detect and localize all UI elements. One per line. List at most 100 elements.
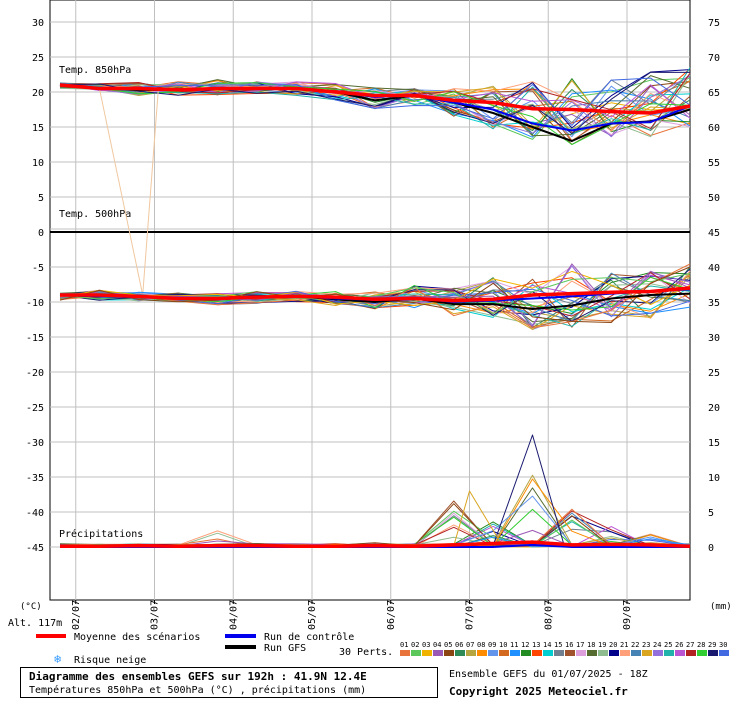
legend-pert-swatch — [587, 650, 597, 656]
left-tick-label: -5 — [32, 263, 44, 274]
legend-pert-number: 27 — [686, 641, 694, 649]
legend-pert-number: 09 — [488, 641, 496, 649]
legend-pert-swatch — [675, 650, 685, 656]
legend-pert-number: 05 — [444, 641, 452, 649]
legend-pert-number: 28 — [697, 641, 705, 649]
legend-pert-swatch — [433, 650, 443, 656]
legend-gfs-label: Run GFS — [264, 643, 306, 654]
left-tick-label: -40 — [26, 508, 44, 519]
left-tick-label: 0 — [38, 228, 44, 239]
x-tick-label: 08/07 — [543, 600, 554, 630]
legend-pert-swatch — [554, 650, 564, 656]
legend-pert-number: 12 — [521, 641, 529, 649]
left-tick-label: 15 — [32, 123, 44, 134]
x-tick-label: 05/07 — [307, 600, 318, 630]
right-tick-label: 45 — [708, 228, 720, 239]
legend-pert-number: 16 — [565, 641, 573, 649]
legend-pert-number: 22 — [631, 641, 639, 649]
chart-subtitle: Températures 850hPa et 500hPa (°C) , pré… — [29, 685, 367, 696]
left-tick-label: -25 — [26, 403, 44, 414]
legend-pert-swatch — [642, 650, 652, 656]
legend-pert-swatch — [576, 650, 586, 656]
legend-pert-number: 11 — [510, 641, 518, 649]
left-tick-label: 20 — [32, 88, 44, 99]
chart-title: Diagramme des ensembles GEFS sur 192h : … — [29, 670, 367, 683]
legend-pert-number: 15 — [554, 641, 562, 649]
right-tick-label: 5 — [708, 508, 714, 519]
right-tick-label: 50 — [708, 193, 720, 204]
legend-pert-swatch — [719, 650, 729, 656]
snowflake-icon: ❄ — [54, 652, 61, 666]
legend-pert-number: 21 — [620, 641, 628, 649]
right-tick-label: 30 — [708, 333, 720, 344]
label-temp-850: Temp. 850hPa — [59, 65, 131, 76]
x-tick-label: 09/07 — [622, 600, 633, 630]
legend-pert-swatch — [510, 650, 520, 656]
legend-control-label: Run de contrôle — [264, 631, 354, 643]
legend-pert-number: 24 — [653, 641, 661, 649]
right-tick-label: 65 — [708, 88, 720, 99]
right-tick-label: 60 — [708, 123, 720, 134]
legend-pert-swatch — [598, 650, 608, 656]
legend-pert-swatch — [653, 650, 663, 656]
legend-pert-swatch — [620, 650, 630, 656]
left-tick-label: 5 — [38, 193, 44, 204]
legend-pert-number: 19 — [598, 641, 606, 649]
right-tick-label: 75 — [708, 18, 720, 29]
legend-pert-number: 04 — [433, 641, 441, 649]
precip-spike-line — [453, 490, 502, 546]
legend-pert-number: 25 — [664, 641, 672, 649]
legend-pert-swatch — [664, 650, 674, 656]
right-tick-label: 20 — [708, 403, 720, 414]
legend-pert-number: 07 — [466, 641, 474, 649]
x-tick-label: 02/07 — [71, 600, 82, 630]
left-tick-label: 10 — [32, 158, 44, 169]
right-tick-label: 55 — [708, 158, 720, 169]
legend-mean-label: Moyenne des scénarios — [74, 631, 200, 643]
right-tick-label: 10 — [708, 473, 720, 484]
legend-pert-swatch — [477, 650, 487, 656]
legend-pert-swatch — [400, 650, 410, 656]
right-tick-label: 0 — [708, 543, 714, 554]
left-tick-label: -15 — [26, 333, 44, 344]
right-tick-label: 25 — [708, 368, 720, 379]
legend-pert-swatch — [631, 650, 641, 656]
right-tick-label: 70 — [708, 53, 720, 64]
legend-pert-number: 08 — [477, 641, 485, 649]
legend-pert-number: 10 — [499, 641, 507, 649]
legend-pert-swatch — [411, 650, 421, 656]
legend-pert-swatch — [499, 650, 509, 656]
legend-pert-number: 02 — [411, 641, 419, 649]
legend-pert-number: 17 — [576, 641, 584, 649]
legend-pert-number: 13 — [532, 641, 540, 649]
legend-pert-swatch — [697, 650, 707, 656]
legend-pert-swatch — [686, 650, 696, 656]
legend-pert-number: 26 — [675, 641, 683, 649]
legend-snow-label: Risque neige — [74, 655, 146, 666]
temp500-mean-line — [60, 286, 691, 303]
legend-pert-number: 23 — [642, 641, 650, 649]
legend-pert-number: 14 — [543, 641, 551, 649]
x-tick-label: 06/07 — [386, 600, 397, 630]
label-precipitation: Précipitations — [59, 528, 143, 540]
legend-pert-swatch — [466, 650, 476, 656]
temp850-mean-line — [59, 83, 691, 115]
left-tick-label: -30 — [26, 438, 44, 449]
copyright: Copyright 2025 Meteociel.fr — [449, 685, 628, 698]
legend-pert-number: 30 — [719, 641, 727, 649]
left-tick-label: -10 — [26, 298, 44, 309]
legend-pert-swatch — [565, 650, 575, 656]
legend-pert-number: 20 — [609, 641, 617, 649]
x-tick-label: 07/07 — [465, 600, 476, 630]
left-unit-label: (°C) — [20, 602, 42, 612]
left-tick-label: 30 — [32, 18, 44, 29]
legend-pert-swatch — [455, 650, 465, 656]
legend-perts-label: 30 Perts. — [339, 647, 393, 658]
precip-mean-line — [60, 540, 691, 549]
legend-pert-swatch — [521, 650, 531, 656]
legend-pert-swatch — [708, 650, 718, 656]
run-info: Ensemble GEFS du 01/07/2025 - 18Z — [449, 669, 648, 680]
right-tick-label: 15 — [708, 438, 720, 449]
altitude-label: Alt. 117m — [8, 618, 62, 629]
